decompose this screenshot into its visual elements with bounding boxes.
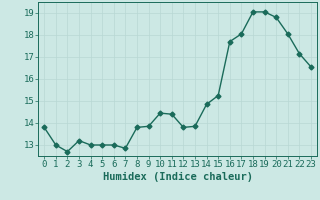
X-axis label: Humidex (Indice chaleur): Humidex (Indice chaleur) [103,172,252,182]
